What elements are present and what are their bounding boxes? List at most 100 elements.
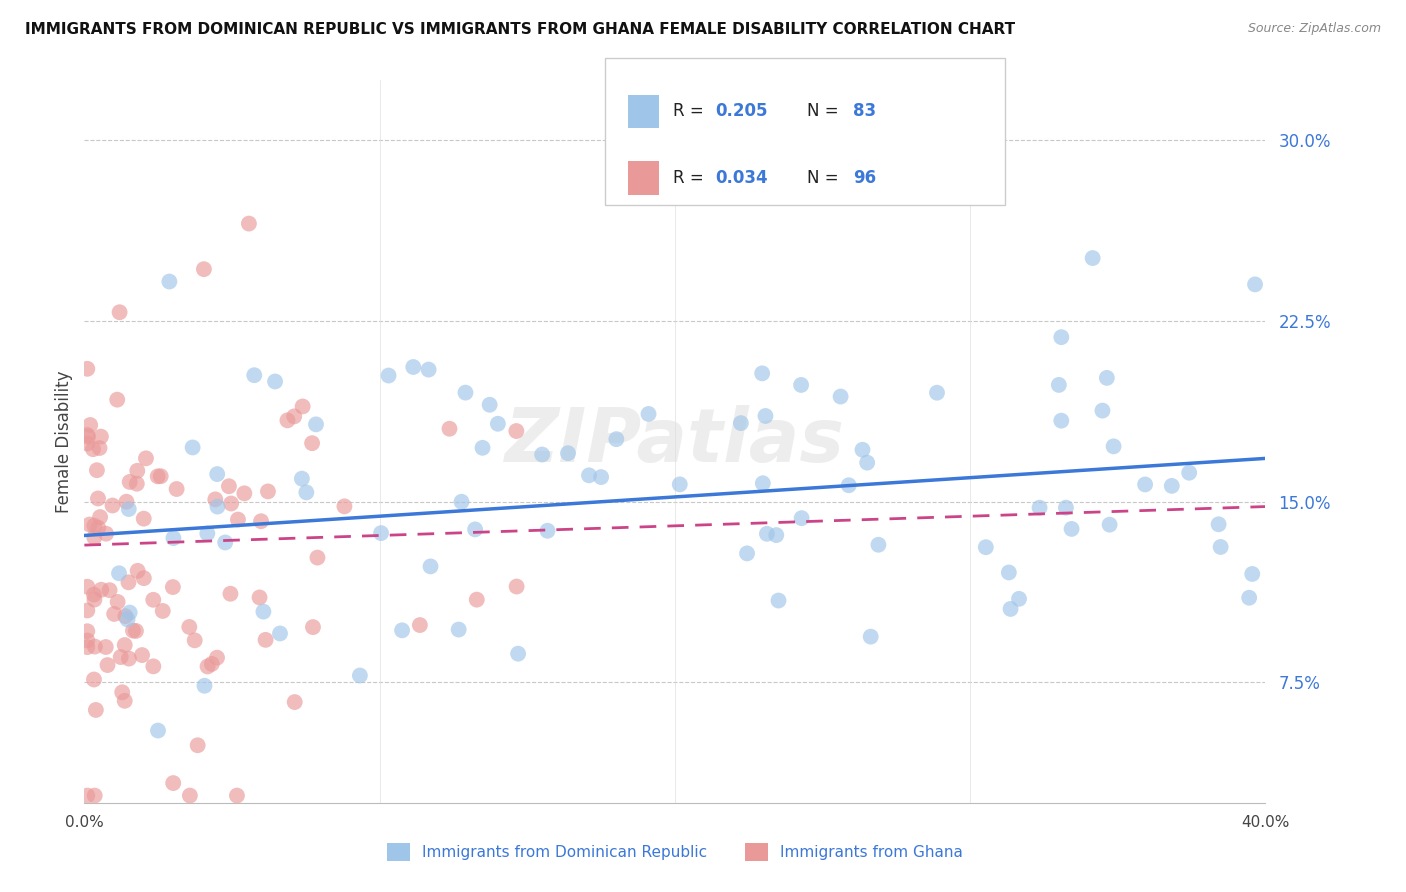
Legend: Immigrants from Dominican Republic, Immigrants from Ghana: Immigrants from Dominican Republic, Immi…: [381, 837, 969, 867]
Text: IMMIGRANTS FROM DOMINICAN REPUBLIC VS IMMIGRANTS FROM GHANA FEMALE DISABILITY CO: IMMIGRANTS FROM DOMINICAN REPUBLIC VS IM…: [25, 22, 1015, 37]
Point: [127, 564, 149, 578]
Point: [1047, 378, 1070, 392]
Point: [284, 695, 307, 709]
Point: [450, 494, 472, 508]
Point: [207, 500, 229, 514]
Point: [505, 580, 527, 594]
Point: [868, 538, 890, 552]
Point: [851, 442, 873, 457]
Point: [152, 604, 174, 618]
Point: [1241, 566, 1264, 581]
Point: [84, 703, 107, 717]
Point: [578, 468, 600, 483]
Point: [419, 559, 441, 574]
Point: [122, 624, 145, 638]
Point: [166, 482, 188, 496]
Point: [1050, 414, 1073, 428]
Point: [114, 609, 136, 624]
Point: [307, 550, 329, 565]
Point: [204, 492, 226, 507]
Point: [76, 603, 98, 617]
Point: [118, 475, 141, 489]
Text: 83: 83: [853, 103, 876, 120]
Point: [790, 511, 813, 525]
Point: [96, 658, 118, 673]
Point: [1060, 522, 1083, 536]
Point: [291, 400, 314, 414]
Point: [226, 512, 249, 526]
Text: R =: R =: [673, 169, 710, 187]
Point: [838, 478, 860, 492]
Point: [103, 607, 125, 621]
Point: [114, 638, 136, 652]
Point: [305, 417, 328, 432]
Point: [195, 526, 218, 541]
Point: [301, 436, 323, 450]
Point: [90, 582, 112, 597]
Point: [132, 511, 155, 525]
Point: [83, 588, 105, 602]
Point: [409, 618, 432, 632]
Text: 0.034: 0.034: [716, 169, 768, 187]
Point: [925, 385, 948, 400]
Point: [179, 620, 201, 634]
Point: [149, 469, 172, 483]
Point: [218, 479, 240, 493]
Point: [108, 305, 131, 319]
Point: [193, 679, 215, 693]
Point: [505, 424, 527, 438]
Point: [1098, 517, 1121, 532]
Point: [1050, 330, 1073, 344]
Point: [183, 633, 205, 648]
Point: [464, 522, 486, 536]
Point: [402, 359, 425, 374]
Point: [125, 624, 148, 638]
Point: [108, 566, 131, 581]
Point: [1208, 517, 1230, 532]
Text: Source: ZipAtlas.com: Source: ZipAtlas.com: [1247, 22, 1381, 36]
Point: [418, 362, 440, 376]
Point: [87, 491, 110, 506]
Point: [249, 591, 271, 605]
Text: R =: R =: [673, 103, 710, 120]
Point: [90, 429, 112, 443]
Point: [181, 441, 204, 455]
Point: [125, 476, 148, 491]
Point: [454, 385, 477, 400]
Point: [76, 624, 98, 639]
Point: [1244, 277, 1267, 292]
Point: [94, 526, 117, 541]
Point: [751, 367, 773, 381]
Point: [115, 494, 138, 508]
Point: [118, 651, 141, 665]
Point: [226, 789, 249, 803]
Point: [179, 789, 201, 803]
Point: [377, 368, 399, 383]
Point: [127, 464, 149, 478]
Point: [233, 486, 256, 500]
Point: [107, 595, 129, 609]
Y-axis label: Female Disability: Female Disability: [55, 370, 73, 513]
Point: [76, 436, 98, 450]
Point: [131, 648, 153, 662]
Point: [87, 521, 110, 535]
Point: [105, 392, 128, 407]
Point: [370, 526, 392, 541]
Point: [531, 448, 554, 462]
Point: [1095, 371, 1118, 385]
Point: [1102, 439, 1125, 453]
Point: [859, 630, 882, 644]
Point: [637, 407, 659, 421]
Point: [214, 535, 236, 549]
Point: [219, 587, 242, 601]
Point: [117, 575, 139, 590]
Point: [349, 668, 371, 682]
Point: [830, 390, 852, 404]
Point: [471, 441, 494, 455]
Point: [557, 446, 579, 460]
Point: [83, 673, 105, 687]
Point: [162, 531, 184, 545]
Point: [76, 640, 98, 654]
Point: [79, 417, 101, 432]
Point: [89, 510, 111, 524]
